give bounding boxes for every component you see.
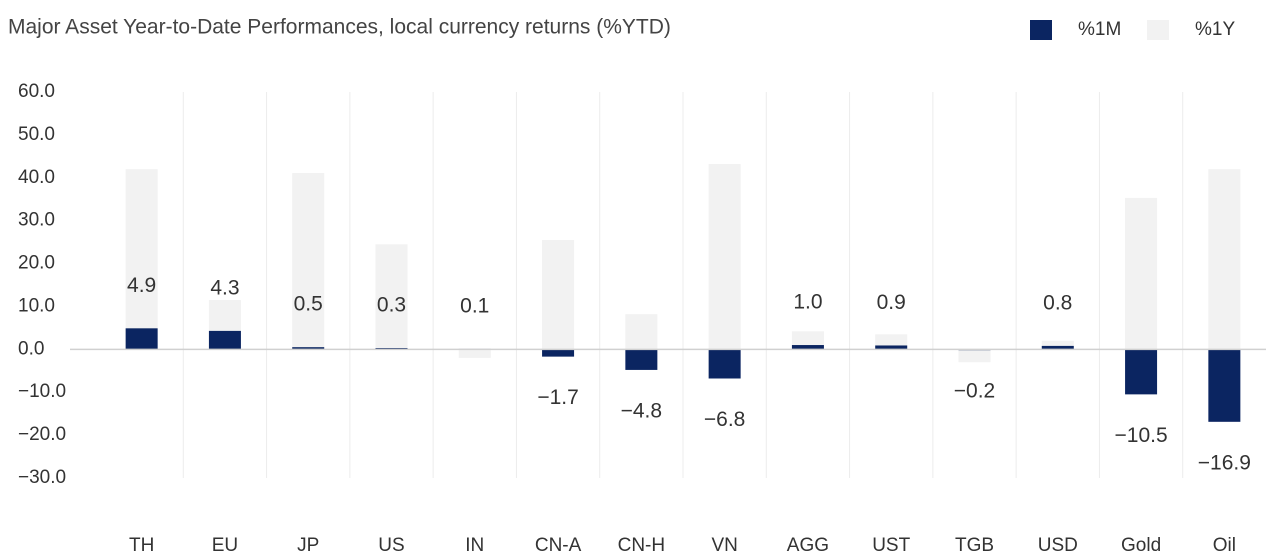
bar [1041, 340, 1074, 350]
x-tick-label: TGB [955, 535, 994, 554]
bar [1041, 345, 1074, 350]
x-tick-label: Gold [1121, 535, 1161, 554]
x-tick-label: US [378, 535, 404, 554]
bar [1208, 169, 1241, 350]
bar [542, 349, 575, 357]
x-tick-label: JP [297, 535, 319, 554]
data-label: −6.8 [704, 408, 745, 431]
y-tick-label: −20.0 [18, 424, 66, 445]
legend-swatch [1147, 20, 1169, 40]
x-tick-label: EU [212, 535, 238, 554]
y-tick-label: 30.0 [18, 210, 55, 231]
bar [375, 244, 408, 350]
y-tick-label: −10.0 [18, 381, 66, 402]
bar [1125, 197, 1158, 350]
data-label: −1.7 [537, 386, 578, 409]
x-tick-label: VN [711, 535, 737, 554]
y-tick-label: 0.0 [18, 338, 44, 359]
legend-label: %1Y [1195, 19, 1235, 40]
bar [1125, 349, 1158, 395]
x-tick-label: CN-H [618, 535, 666, 554]
data-label: 0.3 [377, 294, 406, 317]
data-label: 4.3 [210, 276, 239, 299]
x-tick-label: IN [465, 535, 484, 554]
y-tick-label: 40.0 [18, 167, 55, 188]
y-tick-label: 10.0 [18, 295, 55, 316]
data-label: 4.9 [127, 274, 156, 297]
bar [791, 331, 824, 350]
data-label: 1.0 [793, 291, 822, 314]
x-tick-label: CN-A [535, 535, 582, 554]
legend-swatch [1030, 20, 1052, 40]
bar [708, 349, 741, 379]
data-label: 0.9 [877, 291, 906, 314]
y-tick-label: −30.0 [18, 467, 66, 488]
y-tick-label: 50.0 [18, 124, 55, 145]
x-tick-label: Oil [1213, 535, 1236, 554]
bar [458, 349, 491, 358]
bar [208, 330, 241, 350]
chart-title: Major Asset Year-to-Date Performances, l… [8, 16, 671, 39]
data-label: 0.5 [294, 293, 323, 316]
bar [292, 173, 325, 350]
legend-label: %1M [1078, 19, 1121, 40]
bar [292, 347, 325, 350]
data-label: 0.1 [460, 294, 489, 317]
bar [1208, 349, 1241, 422]
data-label: −4.8 [621, 399, 662, 422]
x-tick-label: USD [1038, 535, 1078, 554]
x-tick-label: AGG [787, 535, 829, 554]
bar [875, 345, 908, 350]
data-label: −0.2 [954, 380, 995, 403]
y-tick-label: 20.0 [18, 253, 55, 274]
bar [625, 349, 658, 370]
bar [125, 328, 158, 350]
bar [542, 239, 575, 350]
bar [708, 164, 741, 350]
data-label: −16.9 [1198, 451, 1251, 474]
x-tick-label: UST [872, 535, 910, 554]
bar [791, 345, 824, 350]
data-label: 0.8 [1043, 291, 1072, 314]
y-tick-label: 60.0 [18, 81, 55, 102]
x-tick-label: TH [129, 535, 154, 554]
bar [625, 314, 658, 350]
bar [958, 349, 991, 363]
bar [125, 169, 158, 350]
data-label: −10.5 [1115, 424, 1168, 447]
